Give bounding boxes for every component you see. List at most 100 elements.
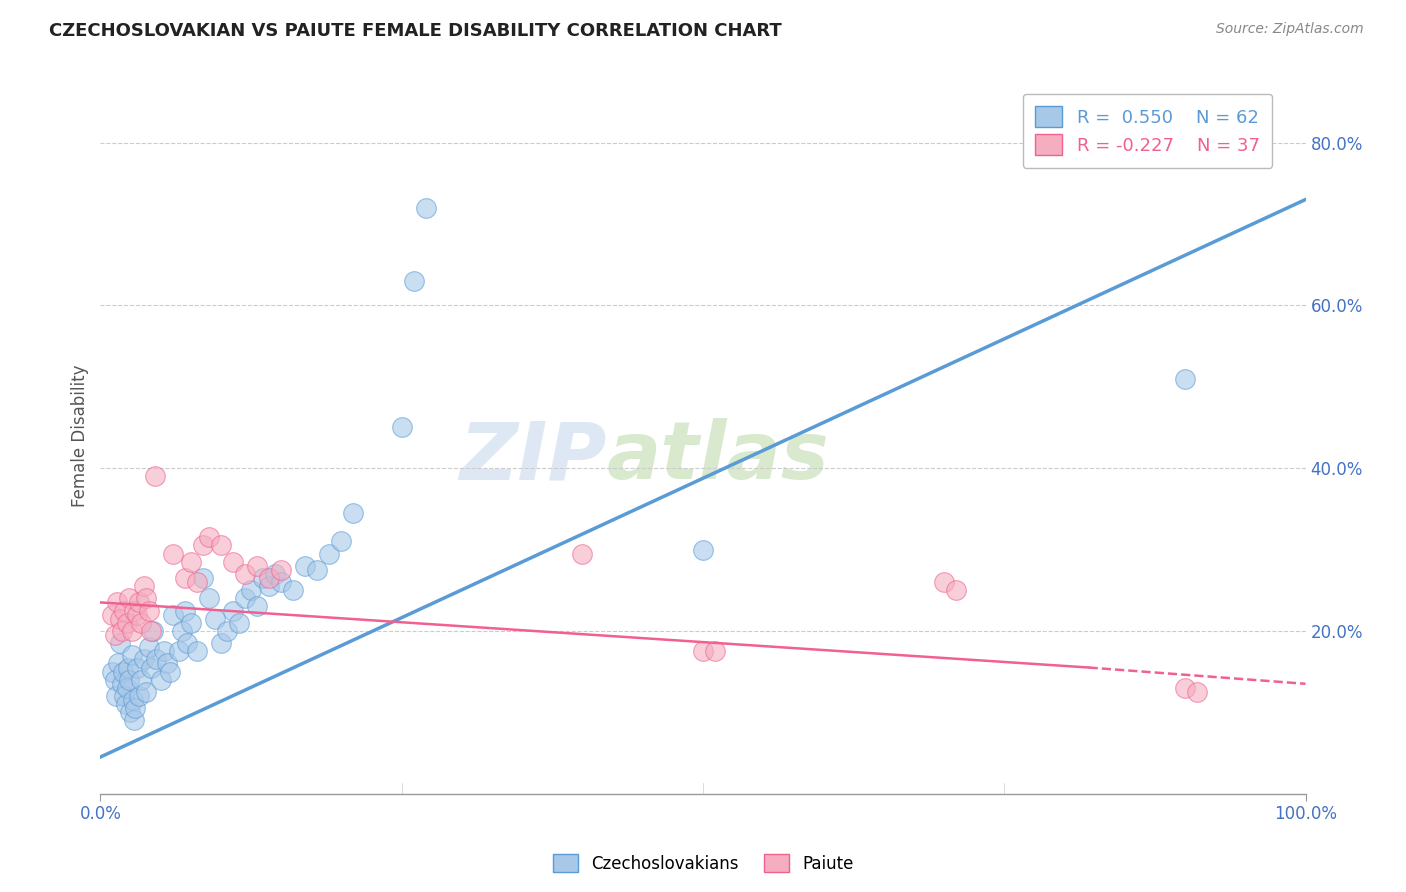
Point [240, 583, 263, 598]
Point [209, 636, 232, 650]
Point [156, 657, 179, 671]
Point [125, 660, 148, 674]
Point [342, 506, 364, 520]
Point [222, 603, 245, 617]
Point [114, 697, 136, 711]
Point [131, 615, 153, 630]
Point [233, 566, 256, 581]
Point [104, 673, 127, 687]
Point [145, 652, 167, 666]
Point [209, 538, 232, 552]
Point [215, 624, 238, 638]
Point [114, 689, 136, 703]
Point [270, 563, 292, 577]
Point [264, 566, 287, 581]
Point [138, 640, 160, 655]
Point [186, 644, 208, 658]
Point [704, 644, 727, 658]
Point [122, 603, 145, 617]
Point [330, 534, 353, 549]
Point [167, 644, 190, 658]
Point [122, 693, 145, 707]
Legend: Czechoslovakians, Paiute: Czechoslovakians, Paiute [546, 847, 860, 880]
Point [114, 603, 136, 617]
Point [294, 558, 316, 573]
Point [191, 571, 214, 585]
Point [149, 673, 172, 687]
Point [112, 665, 135, 679]
Point [139, 624, 162, 638]
Point [402, 274, 425, 288]
Point [143, 469, 166, 483]
Point [1185, 685, 1208, 699]
Point [122, 714, 145, 728]
Point [105, 689, 128, 703]
Point [162, 547, 184, 561]
Point [131, 673, 153, 687]
Y-axis label: Female Disability: Female Disability [72, 364, 89, 507]
Point [246, 558, 269, 573]
Point [198, 530, 221, 544]
Text: Source: ZipAtlas.com: Source: ZipAtlas.com [1216, 22, 1364, 37]
Point [307, 563, 329, 577]
Point [107, 657, 129, 671]
Point [118, 591, 141, 606]
Point [135, 591, 157, 606]
Point [135, 685, 157, 699]
Point [117, 660, 139, 674]
Point [257, 579, 280, 593]
Point [173, 603, 195, 617]
Point [108, 612, 131, 626]
Point [257, 571, 280, 585]
Point [128, 689, 150, 703]
Point [172, 624, 194, 638]
Point [162, 607, 184, 622]
Point [283, 583, 305, 598]
Point [415, 201, 437, 215]
Point [125, 607, 148, 622]
Text: atlas: atlas [606, 418, 830, 496]
Point [124, 701, 146, 715]
Point [132, 652, 155, 666]
Point [111, 677, 134, 691]
Point [105, 595, 128, 609]
Point [246, 599, 269, 614]
Point [132, 579, 155, 593]
Point [191, 538, 214, 552]
Point [180, 615, 202, 630]
Point [1174, 371, 1197, 385]
Point [108, 636, 131, 650]
Point [115, 681, 138, 695]
Point [115, 615, 138, 630]
Point [173, 571, 195, 585]
Point [101, 607, 124, 622]
Point [228, 615, 250, 630]
Point [120, 706, 142, 720]
Point [121, 624, 143, 638]
Point [118, 673, 141, 687]
Point [138, 603, 160, 617]
Point [692, 542, 714, 557]
Point [222, 555, 245, 569]
Point [932, 575, 955, 590]
Point [204, 612, 226, 626]
Text: ZIP: ZIP [460, 418, 606, 496]
Point [945, 583, 967, 598]
Point [270, 575, 292, 590]
Point [176, 636, 198, 650]
Point [391, 420, 413, 434]
Point [121, 648, 143, 663]
Text: CZECHOSLOVAKIAN VS PAIUTE FEMALE DISABILITY CORRELATION CHART: CZECHOSLOVAKIAN VS PAIUTE FEMALE DISABIL… [49, 22, 782, 40]
Point [233, 591, 256, 606]
Point [180, 555, 202, 569]
Point [111, 624, 134, 638]
Point [159, 665, 181, 679]
Point [198, 591, 221, 606]
Point [186, 575, 208, 590]
Point [128, 595, 150, 609]
Point [252, 571, 274, 585]
Point [1174, 681, 1197, 695]
Point [101, 665, 124, 679]
Legend: R =  0.550    N = 62, R = -0.227    N = 37: R = 0.550 N = 62, R = -0.227 N = 37 [1022, 94, 1272, 168]
Point [571, 547, 593, 561]
